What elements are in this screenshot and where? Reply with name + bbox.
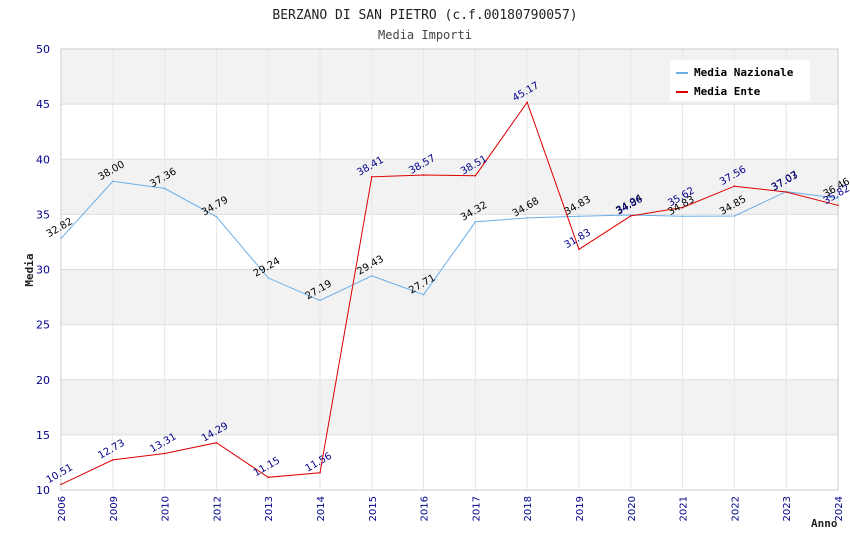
data-point bbox=[578, 215, 580, 218]
data-point bbox=[371, 175, 373, 178]
grid-band bbox=[61, 324, 838, 380]
data-point bbox=[837, 204, 839, 207]
legend-label: Media Ente bbox=[694, 85, 761, 98]
data-point bbox=[681, 215, 684, 218]
data-point bbox=[163, 187, 166, 190]
plot-frame bbox=[60, 48, 839, 491]
grid-band bbox=[61, 214, 838, 270]
data-point bbox=[474, 174, 477, 177]
data-point bbox=[681, 206, 684, 209]
x-tick-label: 2023 bbox=[782, 496, 793, 521]
x-tick-label: 2018 bbox=[523, 496, 534, 521]
data-point bbox=[60, 237, 62, 240]
x-tick-label: 2024 bbox=[834, 496, 845, 521]
x-axis-ticks: 2006 2009 2010 2012 2013 2014 2015 2016 2017 2018… bbox=[57, 496, 845, 521]
data-point bbox=[60, 483, 62, 486]
data-point bbox=[319, 472, 321, 474]
x-tick-label: 2017 bbox=[471, 496, 482, 521]
data-point bbox=[267, 476, 270, 479]
x-tick-label: 2006 bbox=[57, 496, 68, 521]
x-axis-title: Anno bbox=[811, 517, 838, 530]
data-point bbox=[422, 293, 425, 296]
x-tick-label: 2012 bbox=[212, 496, 223, 521]
data-point bbox=[371, 274, 373, 277]
grid-band bbox=[61, 379, 838, 435]
grid-band bbox=[61, 159, 838, 215]
chart-title: BERZANO DI SAN PIETRO (c.f.00180790057) bbox=[272, 8, 577, 23]
y-axis-ticks: 10 15 20 25 30 35 40 45 50 bbox=[36, 43, 50, 497]
y-tick-label: 50 bbox=[36, 43, 50, 56]
legend-label: Media Nazionale bbox=[694, 66, 794, 79]
x-tick-label: 2015 bbox=[368, 496, 379, 521]
data-point bbox=[215, 441, 218, 444]
data-point bbox=[578, 248, 580, 251]
data-point bbox=[733, 185, 736, 187]
data-point bbox=[422, 174, 425, 176]
x-tick-label: 2020 bbox=[627, 496, 638, 521]
data-point bbox=[267, 277, 270, 279]
grid-lines bbox=[60, 48, 839, 491]
data-point bbox=[319, 299, 321, 302]
x-tick-label: 2022 bbox=[730, 496, 741, 521]
x-tick-label: 2021 bbox=[679, 496, 690, 521]
data-point bbox=[474, 221, 477, 223]
legend-box bbox=[670, 60, 810, 101]
data-point bbox=[837, 197, 839, 200]
grid-band bbox=[61, 104, 838, 160]
x-tick-label: 2013 bbox=[264, 496, 275, 521]
y-tick-label: 20 bbox=[36, 374, 50, 387]
series-lines bbox=[60, 101, 839, 486]
grid-bands bbox=[61, 49, 838, 490]
x-tick-label: 2016 bbox=[420, 496, 431, 521]
data-point bbox=[785, 191, 787, 193]
grid-band bbox=[61, 434, 838, 490]
y-tick-label: 10 bbox=[36, 484, 50, 497]
y-tick-label: 35 bbox=[36, 208, 50, 221]
x-tick-label: 2014 bbox=[316, 496, 327, 521]
data-point bbox=[112, 459, 114, 461]
data-point bbox=[630, 215, 632, 217]
chart-subtitle: Media Importi bbox=[378, 28, 472, 42]
data-point bbox=[215, 215, 218, 218]
x-tick-label: 2009 bbox=[109, 496, 120, 521]
x-tick-label: 2019 bbox=[575, 496, 586, 521]
data-point bbox=[526, 101, 528, 104]
y-axis-title: Media bbox=[23, 253, 36, 286]
grid-band bbox=[61, 269, 838, 325]
series-line-0 bbox=[60, 180, 839, 302]
data-point bbox=[112, 180, 114, 183]
y-tick-label: 30 bbox=[36, 264, 50, 277]
data-point bbox=[526, 217, 528, 219]
data-point bbox=[733, 215, 736, 217]
y-tick-label: 15 bbox=[36, 429, 50, 442]
data-point bbox=[163, 452, 166, 455]
y-tick-label: 25 bbox=[36, 319, 50, 332]
y-tick-label: 40 bbox=[36, 153, 50, 166]
series-line-1 bbox=[60, 101, 839, 485]
y-tick-label: 45 bbox=[36, 98, 50, 111]
x-tick-label: 2010 bbox=[161, 496, 172, 521]
legend: Media Nazionale Media Ente bbox=[670, 60, 810, 101]
